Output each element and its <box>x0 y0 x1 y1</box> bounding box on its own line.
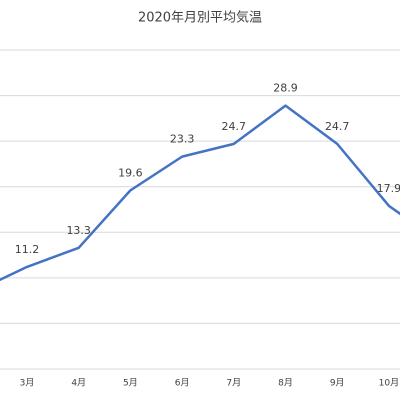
data-label: 17.9 <box>377 182 400 195</box>
line-series <box>0 104 400 282</box>
data-label: 19.6 <box>118 166 143 179</box>
x-tick-label: 4月 <box>71 378 86 389</box>
data-label: 24.7 <box>325 120 350 133</box>
x-tick-label: 5月 <box>123 378 138 389</box>
chart-title: 2020年月別平均気温 <box>138 10 262 26</box>
x-tick-label: 9月 <box>330 378 345 389</box>
x-tick-label: 3月 <box>20 378 35 389</box>
x-tick-label: 10月 <box>379 378 399 389</box>
data-label: 13.3 <box>66 224 91 237</box>
x-tick-label: 7月 <box>226 378 241 389</box>
x-tick-label: 8月 <box>278 378 293 389</box>
data-label: 11.2 <box>15 243 40 256</box>
data-label: 23.3 <box>170 133 195 146</box>
data-label: 28.9 <box>273 82 298 95</box>
data-label: 24.7 <box>222 120 247 133</box>
x-tick-label: 6月 <box>175 378 190 389</box>
